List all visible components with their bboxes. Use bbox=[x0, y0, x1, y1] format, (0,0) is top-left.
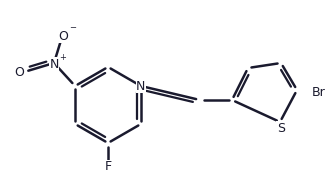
Text: F: F bbox=[105, 161, 112, 174]
Text: S: S bbox=[277, 122, 285, 135]
Text: O: O bbox=[14, 65, 24, 79]
Text: N: N bbox=[49, 57, 59, 70]
Text: O: O bbox=[58, 30, 68, 42]
Text: +: + bbox=[59, 52, 66, 61]
Text: Br: Br bbox=[312, 85, 326, 98]
Text: −: − bbox=[69, 23, 76, 32]
Text: N: N bbox=[136, 79, 146, 93]
